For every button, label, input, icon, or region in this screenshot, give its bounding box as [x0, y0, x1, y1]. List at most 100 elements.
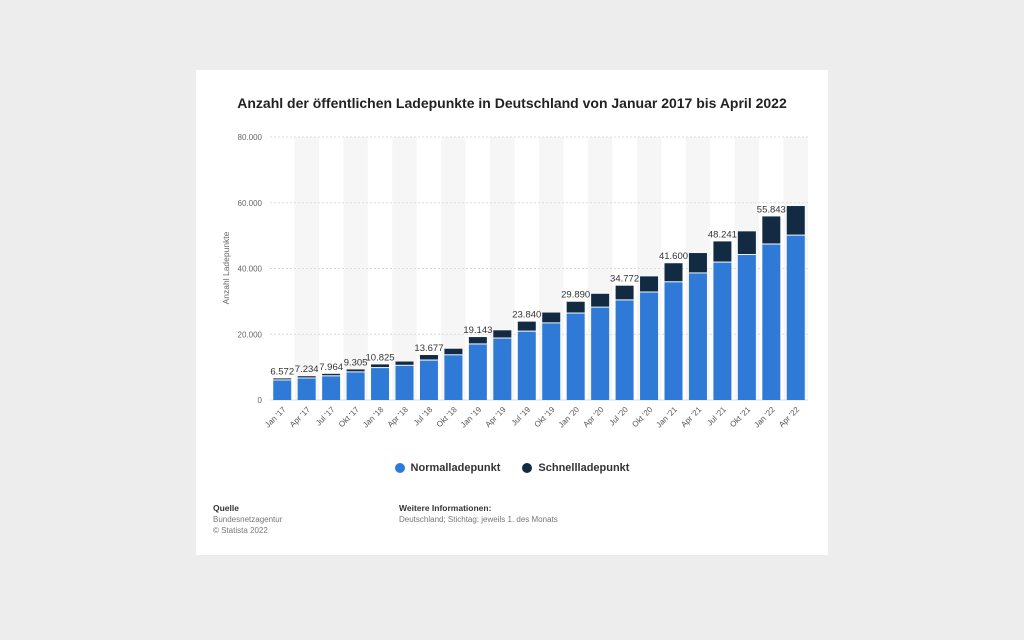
bar-normal[interactable]: [346, 372, 365, 400]
bar-fast[interactable]: [591, 293, 610, 307]
data-label: 19.143: [463, 325, 492, 336]
bar-normal[interactable]: [591, 307, 610, 400]
x-tick-label: Jul '20: [607, 405, 630, 428]
bar-normal[interactable]: [615, 300, 634, 400]
data-label: 9.305: [344, 357, 368, 368]
x-tick-label: Apr '19: [484, 405, 509, 430]
x-tick-label: Jan '18: [361, 405, 386, 430]
data-label: 23.840: [512, 310, 541, 321]
x-tick-label: Apr '22: [777, 405, 802, 430]
bar-fast[interactable]: [566, 301, 585, 313]
bar-normal[interactable]: [786, 235, 805, 400]
bar-normal[interactable]: [542, 323, 561, 400]
source-name: Bundesnetzagentur: [213, 515, 283, 524]
x-tick-label: Jul '18: [412, 405, 435, 428]
copyright: © Statista 2022: [213, 526, 268, 535]
bar-fast[interactable]: [395, 361, 414, 365]
bar-fast[interactable]: [346, 369, 365, 372]
x-tick-label: Apr '17: [288, 405, 313, 430]
bar-normal[interactable]: [395, 365, 414, 400]
bar-fast[interactable]: [737, 231, 756, 255]
legend-swatch-normal: [394, 463, 405, 473]
bar-normal[interactable]: [762, 244, 781, 400]
bar-normal[interactable]: [371, 368, 390, 400]
source-heading: Quelle: [213, 503, 239, 513]
bar-normal[interactable]: [566, 313, 585, 400]
bar-normal[interactable]: [737, 255, 756, 400]
legend-label-fast: Schnellladepunkt: [538, 462, 630, 474]
x-tick-label: Apr '20: [581, 405, 606, 430]
bar-normal[interactable]: [419, 360, 438, 400]
x-tick-label: Okt '17: [337, 405, 361, 429]
x-tick-label: Jul '19: [510, 405, 533, 428]
bar-normal[interactable]: [517, 331, 536, 400]
bar-fast[interactable]: [444, 348, 463, 355]
info-heading[interactable]: Weitere Informationen:: [399, 503, 492, 513]
x-tick-label: Okt '19: [533, 405, 557, 429]
bar-fast[interactable]: [468, 337, 487, 344]
bar-normal[interactable]: [273, 380, 292, 400]
bar-fast[interactable]: [615, 285, 634, 300]
legend-label-normal: Normalladepunkt: [410, 462, 501, 474]
x-tick-label: Apr '18: [386, 405, 411, 430]
x-tick-label: Okt '20: [630, 405, 654, 429]
bar-fast[interactable]: [542, 312, 561, 323]
bar-normal[interactable]: [493, 338, 512, 400]
legend-swatch-fast: [522, 463, 533, 473]
x-tick-label: Jan '22: [752, 405, 777, 430]
bar-fast[interactable]: [493, 330, 512, 338]
chart-title: Anzahl der öffentlichen Ladepunkte in De…: [237, 95, 787, 111]
bar-fast[interactable]: [713, 241, 732, 262]
bar-fast[interactable]: [419, 355, 438, 360]
y-axis-ticks: 0 20.000 40.000 60.000 80.000: [238, 133, 263, 405]
bar-fast[interactable]: [786, 206, 805, 235]
legend-item-fast[interactable]: Schnellladepunkt: [522, 462, 629, 474]
data-label: 7.234: [295, 364, 319, 375]
bar-fast[interactable]: [297, 376, 316, 378]
bar-fast[interactable]: [688, 253, 707, 273]
y-tick-label: 20.000: [238, 330, 263, 339]
x-tick-label: Jul '17: [314, 405, 337, 428]
y-tick-label: 0: [258, 396, 263, 405]
legend-item-normal[interactable]: Normalladepunkt: [394, 462, 501, 474]
bar-normal[interactable]: [640, 292, 659, 400]
data-label: 55.843: [757, 204, 786, 215]
x-tick-label: Jan '19: [459, 405, 484, 430]
data-label: 41.600: [659, 251, 688, 262]
data-label: 6.572: [270, 366, 294, 377]
info-block: Weitere Informationen: Deutschland; Stic…: [399, 503, 558, 525]
bar-normal[interactable]: [322, 376, 341, 400]
bar-fast[interactable]: [273, 378, 292, 380]
bar-normal[interactable]: [688, 273, 707, 400]
x-tick-label: Jan '17: [263, 405, 288, 430]
x-tick-label: Apr '21: [679, 405, 704, 430]
legend: Normalladepunkt Schnellladepunkt: [0, 462, 1024, 474]
x-axis-ticks: Jan '17 Apr '17 Jul '17 Okt '17 Jan '18 Apr '…: [263, 405, 801, 430]
bar-normal[interactable]: [713, 262, 732, 400]
bar-normal[interactable]: [664, 282, 683, 400]
info-text: Deutschland; Stichtag: jeweils 1. des Mo…: [399, 515, 558, 524]
band: [392, 137, 417, 400]
data-label: 13.677: [414, 343, 443, 354]
bar-fast[interactable]: [517, 321, 536, 331]
bar-fast[interactable]: [664, 263, 683, 282]
bars: [273, 206, 805, 400]
y-tick-label: 40.000: [238, 265, 263, 274]
bar-normal[interactable]: [444, 355, 463, 400]
x-tick-label: Okt '21: [728, 405, 752, 429]
data-label: 7.964: [319, 362, 343, 373]
x-tick-label: Okt '18: [435, 405, 459, 429]
y-tick-label: 80.000: [238, 133, 263, 142]
bar-fast[interactable]: [762, 216, 781, 244]
bar-fast[interactable]: [640, 276, 659, 292]
data-label: 29.890: [561, 290, 590, 301]
bar-fast[interactable]: [322, 373, 341, 376]
bar-normal[interactable]: [468, 344, 487, 400]
bar-fast[interactable]: [371, 364, 390, 368]
source-block: Quelle Bundesnetzagentur © Statista 2022: [213, 503, 282, 536]
x-tick-label: Jan '20: [557, 405, 582, 430]
bar-normal[interactable]: [297, 378, 316, 400]
data-label: 48.241: [708, 229, 737, 240]
